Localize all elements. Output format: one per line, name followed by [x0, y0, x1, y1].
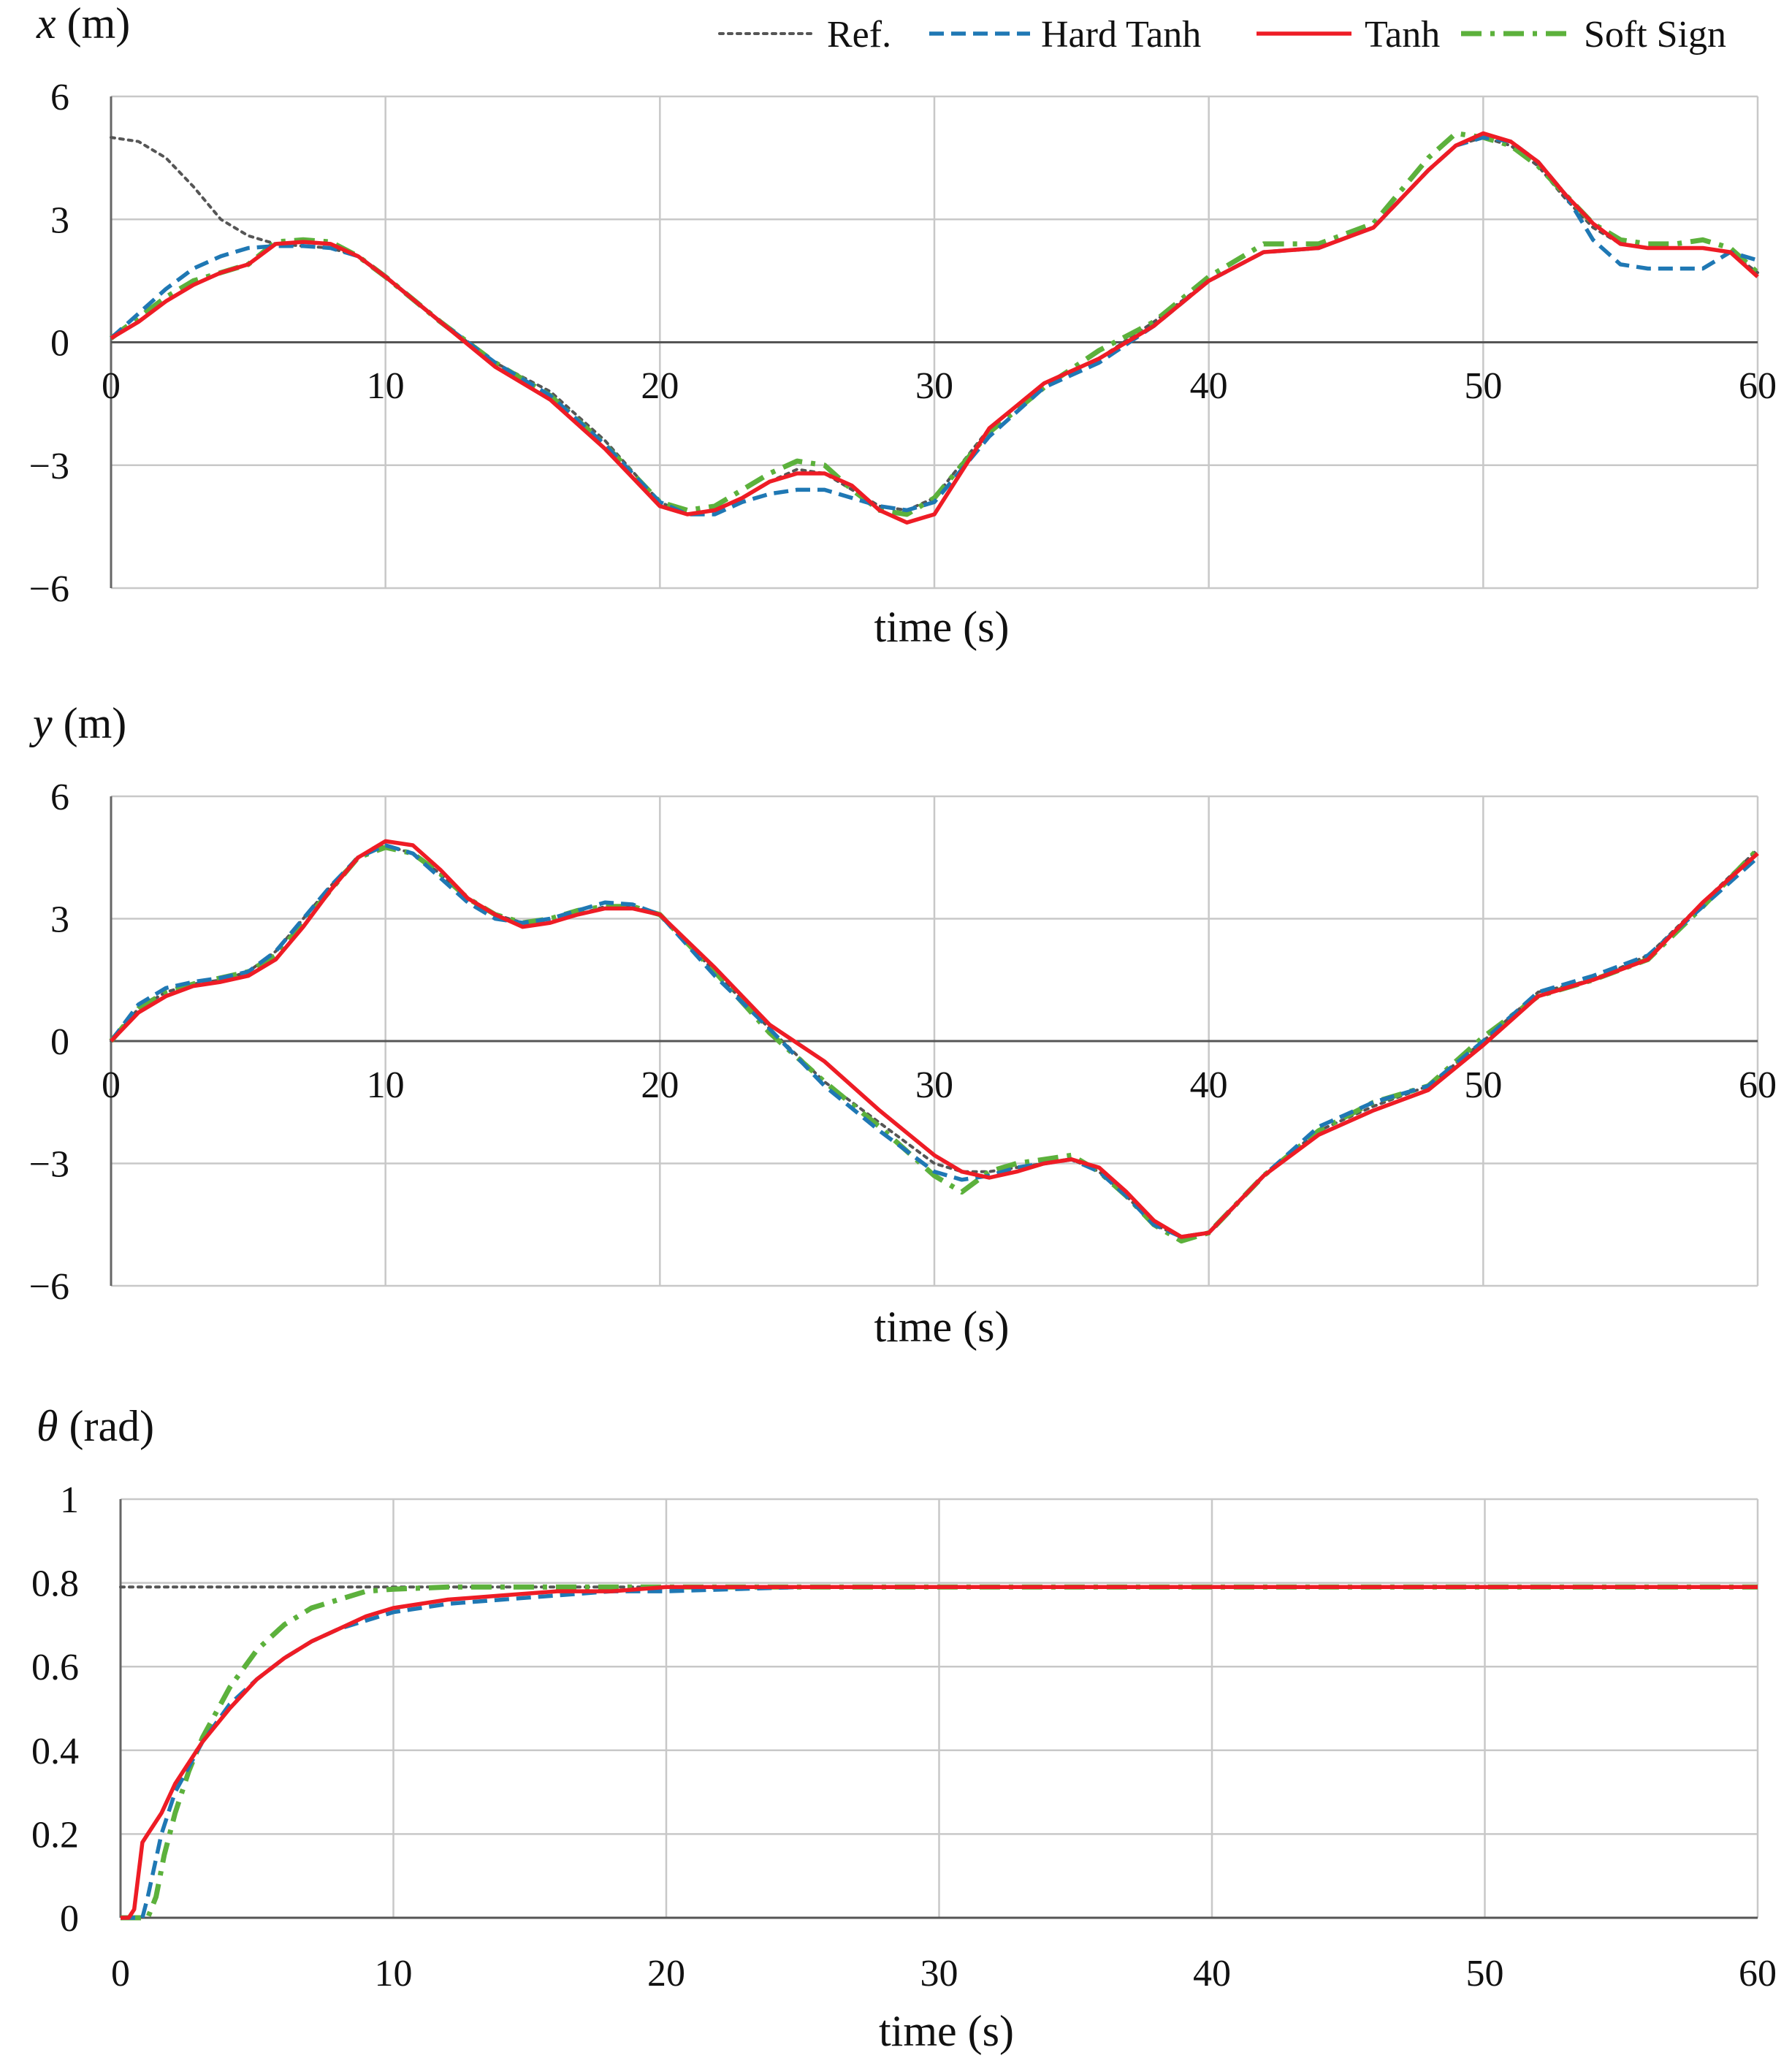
- series-line-tanh: [121, 1585, 1758, 1920]
- x-tick-label: 10: [367, 365, 405, 407]
- y-axis-unit: (m): [53, 699, 127, 747]
- series-group: [109, 839, 1760, 1244]
- x-tick-label: 0: [102, 1064, 121, 1106]
- x-tick-label: 50: [1464, 1064, 1502, 1106]
- legend-item-soft-sign: Soft Sign: [1461, 14, 1726, 56]
- y-tick-label: 3: [50, 199, 69, 241]
- x-tick-label: 40: [1193, 1953, 1231, 1994]
- y-tick-label: 0.4: [31, 1731, 79, 1772]
- x-panel: 630−3−60 10 20 30 40 50 60x (m)time (s): [29, 0, 1777, 651]
- y-tick-label: 1: [60, 1479, 79, 1521]
- x-tick-label: 60: [1739, 1064, 1777, 1106]
- y-axis-variable: x: [36, 0, 56, 47]
- x-tick-label: 30: [915, 1064, 953, 1106]
- x-tick-label: 20: [641, 365, 679, 407]
- y-tick-label: 0.2: [31, 1814, 79, 1856]
- y-tick-label: −6: [29, 1266, 69, 1308]
- y-tick-label: 0.6: [31, 1647, 79, 1688]
- legend-item-hard-tanh: Hard Tanh: [929, 14, 1201, 56]
- x-tick-label: 0: [111, 1953, 130, 1994]
- y-axis-unit: (rad): [58, 1402, 154, 1450]
- legend-label: Soft Sign: [1584, 14, 1726, 56]
- y-tick-label: −6: [29, 568, 69, 610]
- legend-label: Tanh: [1365, 14, 1440, 56]
- y-tick-label: 0: [60, 1898, 79, 1940]
- legend-label: Ref.: [827, 14, 891, 56]
- x-tick-label: 30: [920, 1953, 958, 1994]
- y-axis-variable: y: [28, 699, 53, 747]
- x-tick-label: 10: [375, 1953, 413, 1994]
- y-axis-variable: θ: [37, 1402, 58, 1450]
- y-tick-label: 0.8: [31, 1563, 79, 1605]
- x-tick-label: 60: [1739, 1953, 1777, 1994]
- y-tick-label: 3: [50, 899, 69, 941]
- x-axis-label: time (s): [879, 2007, 1014, 2055]
- x-tick-label: 40: [1190, 365, 1228, 407]
- theta-panel: 1 0.8 0.6 0.4 0.2 00 10 20 30 40 50 60 θ (rad) time (…: [31, 1402, 1777, 2055]
- x-tick-label: 40: [1190, 1064, 1228, 1106]
- x-axis-label: time (s): [874, 603, 1010, 651]
- x-tick-label: 50: [1466, 1953, 1504, 1994]
- x-tick-label: 30: [915, 365, 953, 407]
- y-panel: 630−3−60 10 20 30 40 50 60y (m)time (s): [28, 699, 1777, 1351]
- y-axis-label: θ (rad): [37, 1402, 154, 1450]
- x-tick-label: 60: [1739, 365, 1777, 407]
- x-tick-label: 20: [647, 1953, 685, 1994]
- legend-item-tanh: Tanh: [1257, 14, 1440, 56]
- y-tick-label: 0: [50, 1021, 69, 1063]
- y-axis-label: x (m): [36, 0, 130, 47]
- y-tick-label: 0: [50, 323, 69, 365]
- x-tick-label: 10: [367, 1064, 405, 1106]
- series-line-tanh: [110, 131, 1759, 525]
- legend-item-ref: Ref.: [718, 14, 891, 56]
- legend-label: Hard Tanh: [1041, 14, 1201, 56]
- series-group: [109, 131, 1760, 525]
- y-tick-label: 6: [50, 77, 69, 118]
- x-tick-label: 50: [1464, 365, 1502, 407]
- x-tick-label: 0: [102, 365, 121, 407]
- series-line-ref: [110, 844, 1759, 1238]
- y-tick-label: −3: [29, 446, 69, 487]
- x-tick-label: 20: [641, 1064, 679, 1106]
- y-tick-label: 6: [50, 777, 69, 818]
- y-axis-unit: (m): [56, 0, 131, 47]
- x-axis-label: time (s): [874, 1303, 1010, 1351]
- y-axis-label: y (m): [28, 699, 126, 747]
- y-tick-label: −3: [29, 1144, 69, 1186]
- series-group: [119, 1584, 1759, 1921]
- grid: [119, 1498, 1759, 1919]
- series-line-hard-tanh: [109, 843, 1759, 1239]
- legend: Ref. Hard Tanh Tanh Soft Sign: [718, 14, 1726, 56]
- series-line-tanh: [110, 839, 1759, 1239]
